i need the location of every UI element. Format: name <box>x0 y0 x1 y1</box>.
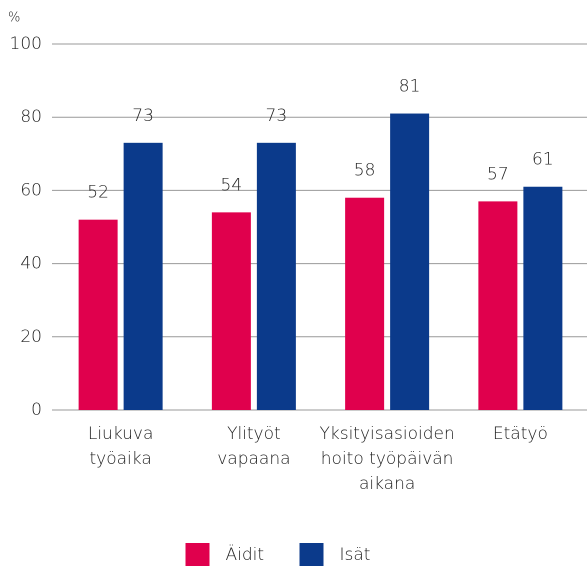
bar <box>345 197 385 410</box>
bar <box>78 219 118 410</box>
legend-swatch <box>185 543 210 566</box>
y-tick-label: 80 <box>20 107 42 127</box>
bar <box>390 113 430 410</box>
y-tick-label: 60 <box>20 180 42 200</box>
value-label: 52 <box>87 183 109 203</box>
x-tick-label: hoito työpäivän <box>321 449 454 469</box>
x-tick-label: Etätyö <box>493 424 548 444</box>
x-tick-label: Ylityöt <box>227 424 281 444</box>
y-axis-label: % <box>8 11 20 26</box>
x-tick-label: aikana <box>359 474 415 494</box>
value-label: 81 <box>399 77 421 97</box>
bar <box>478 201 518 410</box>
value-label: 61 <box>532 150 554 170</box>
value-label: 57 <box>487 164 509 184</box>
x-tick-label: Yksityisasioiden <box>319 424 454 444</box>
bar <box>523 186 563 410</box>
legend-label: Äidit <box>226 544 265 565</box>
value-label: 58 <box>354 161 376 181</box>
bar <box>211 212 251 410</box>
x-tick-label: työaika <box>90 449 152 469</box>
y-tick-label: 20 <box>20 327 42 347</box>
x-tick-label: vapaana <box>217 449 290 469</box>
legend-label: Isät <box>340 545 371 565</box>
value-label: 73 <box>132 106 154 126</box>
y-tick-label: 0 <box>31 400 42 420</box>
y-tick-label: 40 <box>20 254 42 274</box>
value-label: 54 <box>221 175 243 195</box>
y-tick-label: 100 <box>10 34 42 54</box>
legend-swatch <box>299 543 324 566</box>
value-label: 73 <box>266 106 288 126</box>
bar <box>256 142 296 410</box>
bar <box>123 142 163 410</box>
x-tick-label: Liukuva <box>88 424 154 444</box>
